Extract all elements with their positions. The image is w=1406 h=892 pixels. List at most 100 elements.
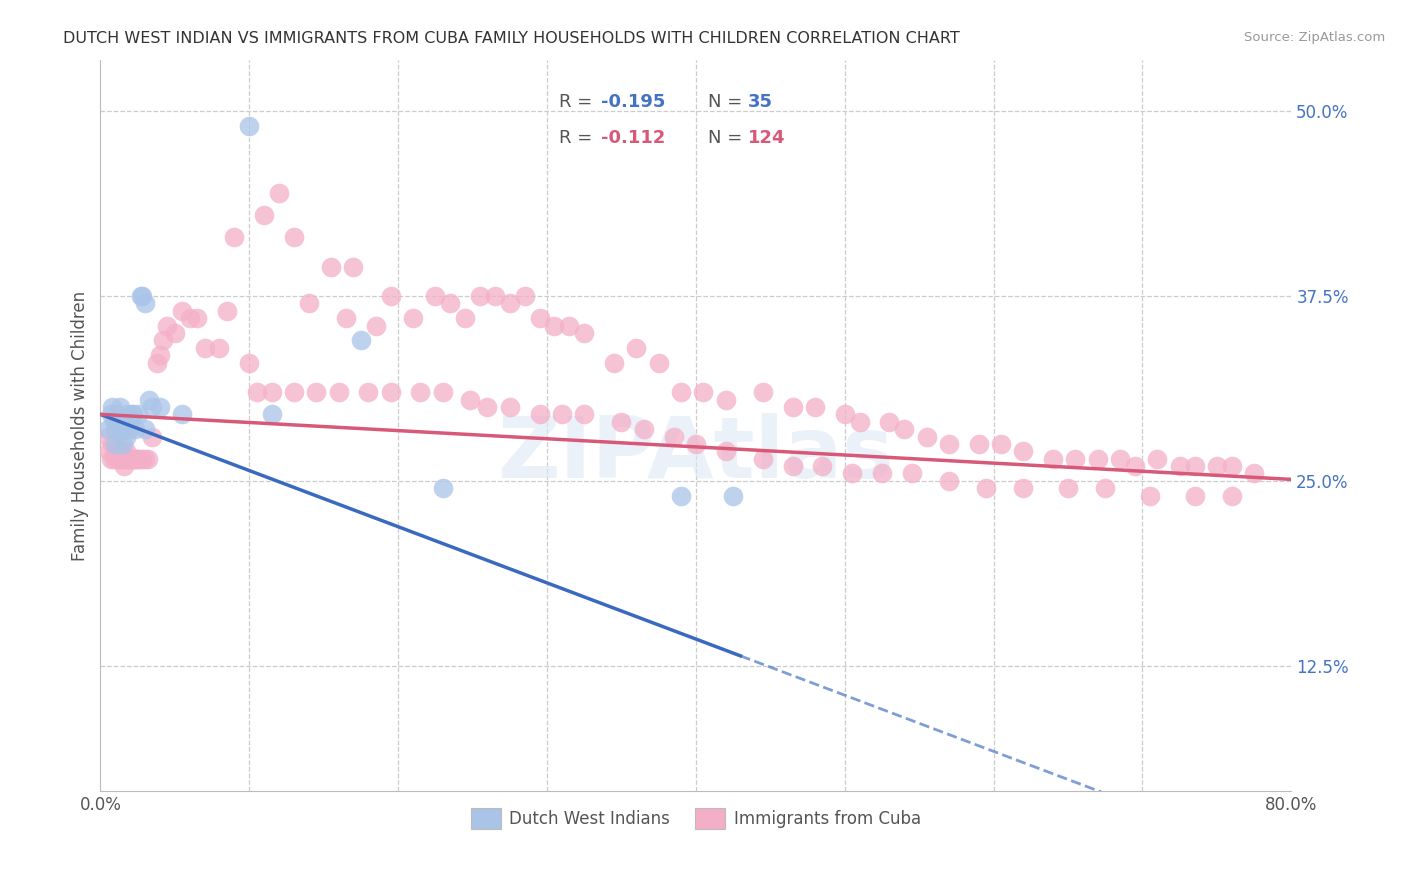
Point (1064, 451, 1087, 466)
Point (114, 429, 136, 443)
Point (558, 318, 581, 333)
Point (131, 289, 153, 303)
Point (131, 451, 153, 466)
Point (120, 451, 142, 466)
Point (974, 481, 997, 495)
Text: Source: ZipAtlas.com: Source: ZipAtlas.com (1244, 31, 1385, 45)
Point (111, 451, 134, 466)
Point (1139, 489, 1161, 503)
Point (260, 408, 283, 422)
Point (122, 451, 145, 466)
Point (692, 385, 714, 400)
Point (499, 400, 522, 414)
Point (111, 422, 134, 436)
Point (108, 451, 131, 466)
Point (662, 429, 685, 443)
Point (572, 326, 595, 340)
Text: R =: R = (558, 129, 598, 147)
Point (551, 408, 574, 422)
Point (1123, 459, 1146, 474)
Point (572, 408, 595, 422)
Point (1094, 481, 1116, 495)
Point (626, 341, 648, 355)
Point (529, 311, 551, 326)
Point (1220, 459, 1243, 474)
Point (127, 451, 149, 466)
Point (669, 385, 692, 400)
Point (112, 422, 135, 436)
Point (454, 311, 477, 326)
Point (1220, 489, 1243, 503)
Point (128, 451, 150, 466)
Point (98, 444, 121, 458)
Point (100, 408, 122, 422)
Point (108, 400, 131, 414)
Point (782, 459, 804, 474)
Point (111, 437, 134, 451)
Point (328, 385, 350, 400)
Point (193, 341, 215, 355)
Point (870, 467, 893, 481)
Point (900, 467, 922, 481)
Point (141, 429, 163, 443)
Point (97, 429, 120, 443)
Point (468, 289, 491, 303)
Text: R =: R = (558, 93, 598, 111)
Point (138, 392, 160, 407)
Point (238, 356, 260, 370)
Point (967, 437, 990, 451)
Text: N =: N = (707, 93, 748, 111)
Point (342, 260, 364, 274)
Point (402, 311, 425, 326)
Point (350, 334, 373, 348)
Point (121, 408, 143, 422)
Point (120, 415, 142, 429)
Legend: Dutch West Indians, Immigrants from Cuba: Dutch West Indians, Immigrants from Cuba (464, 801, 928, 836)
Point (647, 356, 669, 370)
Point (186, 311, 208, 326)
Point (124, 422, 146, 436)
Point (380, 385, 402, 400)
Point (110, 444, 132, 458)
Point (499, 296, 522, 310)
Y-axis label: Family Households with Children: Family Households with Children (72, 291, 89, 560)
Point (208, 341, 231, 355)
Point (477, 400, 499, 414)
Point (335, 311, 357, 326)
Text: 124: 124 (748, 129, 786, 147)
Point (1087, 451, 1109, 466)
Point (114, 444, 136, 458)
Point (115, 408, 138, 422)
Point (97, 422, 120, 436)
Point (246, 385, 269, 400)
Point (834, 408, 856, 422)
Point (103, 415, 125, 429)
Point (260, 385, 283, 400)
Point (841, 467, 863, 481)
Point (267, 186, 290, 200)
Point (283, 385, 305, 400)
Point (125, 451, 148, 466)
Point (1184, 489, 1206, 503)
Point (1243, 467, 1265, 481)
Point (752, 385, 775, 400)
Point (253, 208, 276, 222)
Point (1168, 459, 1191, 474)
Point (110, 422, 132, 436)
Point (633, 422, 655, 436)
Point (1206, 459, 1229, 474)
Point (122, 408, 145, 422)
Point (669, 489, 692, 503)
Point (513, 289, 536, 303)
Point (603, 356, 626, 370)
Point (238, 119, 260, 133)
Point (543, 318, 565, 333)
Point (117, 422, 139, 436)
Point (319, 260, 342, 274)
Text: DUTCH WEST INDIAN VS IMMIGRANTS FROM CUBA FAMILY HOUSEHOLDS WITH CHILDREN CORREL: DUTCH WEST INDIAN VS IMMIGRANTS FROM CUB… (63, 31, 960, 46)
Point (1057, 481, 1080, 495)
Point (409, 385, 432, 400)
Point (1012, 481, 1035, 495)
Text: -0.112: -0.112 (600, 129, 665, 147)
Point (1184, 459, 1206, 474)
